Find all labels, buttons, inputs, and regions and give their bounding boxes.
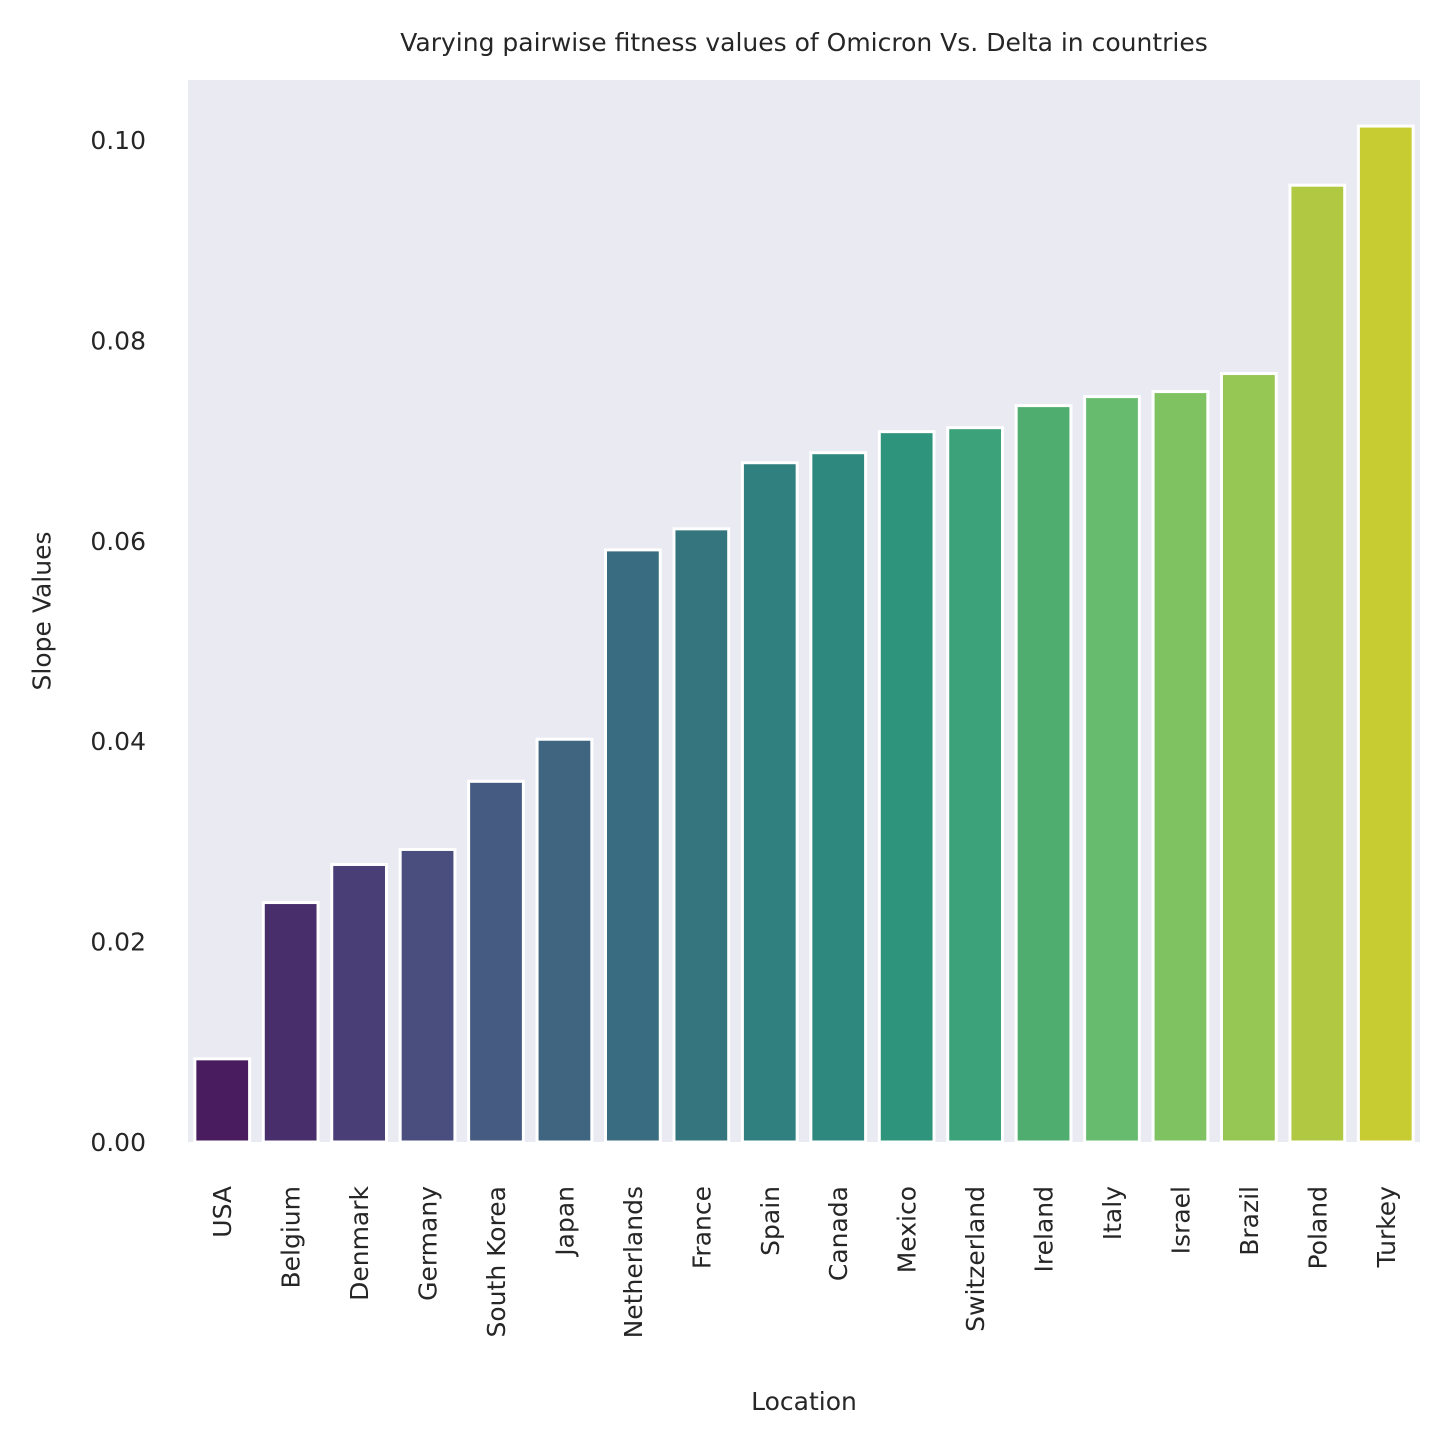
x-tick-label: Japan xyxy=(550,1186,579,1258)
x-tick-label: Ireland xyxy=(1030,1186,1059,1272)
x-tick-label: Italy xyxy=(1098,1186,1127,1240)
chart-title: Varying pairwise fitness values of Omicr… xyxy=(400,28,1208,57)
x-tick-label: Israel xyxy=(1166,1186,1195,1254)
x-tick-label: Brazil xyxy=(1235,1186,1264,1256)
x-tick-label: Germany xyxy=(414,1186,443,1301)
y-tick-label: 0.02 xyxy=(90,928,146,957)
bar-mexico xyxy=(877,430,936,1144)
x-tick-label: Mexico xyxy=(893,1186,922,1273)
x-tick-label: Belgium xyxy=(277,1186,306,1289)
bar-brazil xyxy=(1220,372,1278,1144)
bar-poland xyxy=(1288,183,1347,1144)
bar-canada xyxy=(809,451,868,1144)
plot-area xyxy=(188,80,1420,1142)
y-tick-label: 0.08 xyxy=(90,326,146,355)
x-tick-label: USA xyxy=(208,1186,237,1238)
bar-netherlands xyxy=(604,548,662,1144)
bar-belgium xyxy=(261,901,320,1144)
x-tick-label: Turkey xyxy=(1372,1186,1401,1269)
bar-france xyxy=(672,527,731,1144)
bar-south-korea xyxy=(467,779,525,1144)
bar-japan xyxy=(535,737,594,1144)
x-tick-label: Canada xyxy=(824,1186,853,1281)
x-tick-label: Switzerland xyxy=(961,1186,990,1332)
x-tick-label: Denmark xyxy=(345,1185,374,1300)
y-axis-label: Slope Values xyxy=(27,531,57,691)
bar-spain xyxy=(740,461,799,1144)
bar-switzerland xyxy=(946,426,1004,1144)
y-tick-label: 0.06 xyxy=(90,527,146,556)
x-tick-label: Poland xyxy=(1303,1186,1332,1269)
bar-ireland xyxy=(1014,404,1073,1144)
bar-turkey xyxy=(1356,124,1415,1144)
y-tick-label: 0.00 xyxy=(90,1128,146,1157)
x-axis-ticks: USA Belgium Denmark Germany South Korea Japan… xyxy=(208,1185,1401,1338)
bar-israel xyxy=(1151,390,1210,1144)
y-tick-label: 0.10 xyxy=(90,126,146,155)
y-axis-ticks: 0.00 0.02 0.04 0.06 0.08 0.10 xyxy=(90,126,146,1157)
bar-denmark xyxy=(330,862,388,1144)
bar-usa xyxy=(193,1057,252,1144)
x-tick-label: France xyxy=(687,1186,716,1269)
bar-germany xyxy=(398,847,457,1144)
bars-group xyxy=(193,124,1415,1144)
x-axis-label: Location xyxy=(751,1387,857,1416)
x-tick-label: Netherlands xyxy=(619,1186,648,1338)
x-tick-label: South Korea xyxy=(482,1186,511,1337)
x-tick-label: Spain xyxy=(756,1186,785,1256)
y-tick-label: 0.04 xyxy=(90,727,146,756)
bar-italy xyxy=(1083,395,1141,1144)
